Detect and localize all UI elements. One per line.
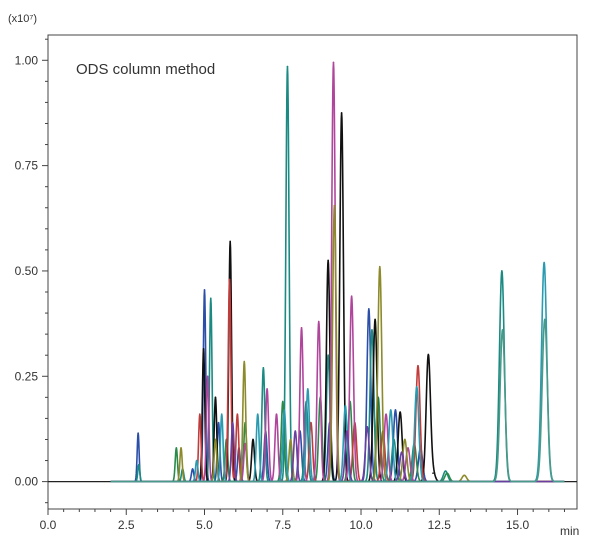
plot-frame: [47, 34, 578, 510]
peak-apex-point: [307, 388, 309, 390]
peak-apex-point: [394, 409, 397, 411]
peak-apex-point: [300, 327, 303, 329]
peak-apex-point: [217, 421, 220, 424]
peak-apex-point: [501, 329, 504, 331]
peak-apex-point: [137, 463, 140, 466]
peak-apex-point: [366, 426, 369, 428]
chromatogram-traces: [110, 61, 565, 483]
peak-apex-point: [229, 240, 231, 243]
peak-apex-point: [399, 411, 401, 413]
peak-apex-point: [199, 413, 201, 416]
peak-apex-point: [275, 413, 278, 416]
x-tick-label: 7.5: [274, 518, 291, 532]
peak-apex-point: [266, 388, 268, 390]
peak-apex-point: [220, 413, 223, 416]
peak-apex-point: [340, 112, 343, 114]
peak-apex-point: [252, 438, 254, 441]
x-axis-unit-label: min: [560, 524, 579, 538]
peak-apex-point: [427, 354, 430, 357]
peak-apex-point: [432, 472, 434, 474]
peak-apex-point: [417, 364, 419, 367]
peak-apex-point: [400, 451, 403, 453]
y-tick-label: 0.00: [15, 475, 39, 489]
peak-apex-point: [344, 404, 347, 407]
x-tick-label: 2.5: [118, 518, 135, 532]
peak-apex-point: [286, 65, 289, 68]
peak-apex-point: [543, 261, 545, 264]
y-tick-label: 1.00: [15, 53, 39, 67]
chromatogram-trace-7: [110, 204, 565, 483]
peak-apex-point: [209, 297, 212, 300]
peak-apex-point: [214, 396, 217, 399]
peak-apex-point: [378, 265, 381, 268]
peak-apex-point: [214, 438, 217, 441]
x-tick-label: 12.5: [428, 518, 452, 532]
peak-apex-point: [289, 438, 292, 441]
peak-apex-point: [463, 474, 466, 477]
peak-apex-point: [180, 447, 182, 449]
peak-apex-point: [543, 318, 546, 321]
peak-apex-point: [206, 375, 209, 378]
peak-apex-point: [137, 432, 139, 434]
peak-apex-point: [407, 447, 409, 449]
axis-ticks: 0.0 2.5 5.0 7.5 10.0 12.5 15.0 0.00 0.25 0.50 0.75…: [15, 38, 565, 532]
x-tick-label: 10.0: [349, 518, 373, 532]
peak-apex-point: [389, 409, 392, 411]
peak-apex-point: [415, 386, 418, 388]
peak-apex-point: [333, 204, 336, 207]
peak-apex-point: [191, 468, 194, 470]
peak-apex-point: [346, 430, 348, 432]
peak-apex-point: [404, 438, 406, 441]
peak-apex-point: [202, 348, 205, 350]
method-annotation: ODS column method: [76, 61, 215, 78]
peak-apex-point: [203, 289, 206, 291]
peak-apex-point: [446, 472, 448, 474]
x-tick-label: 5.0: [196, 518, 213, 532]
peak-apex-point: [317, 320, 320, 323]
peak-apex-point: [310, 421, 312, 424]
x-tick-label: 15.0: [506, 518, 530, 532]
peak-apex-point: [228, 278, 231, 281]
peak-apex-point: [332, 61, 335, 64]
peak-apex-point: [262, 367, 265, 369]
peak-apex-point: [327, 354, 329, 357]
peak-apex-point: [294, 430, 297, 432]
y-tick-label: 0.50: [15, 264, 39, 278]
peak-apex-point: [444, 470, 447, 472]
y-multiplier-label: (x10⁷): [8, 13, 37, 25]
y-tick-label: 0.25: [15, 369, 39, 383]
peak-apex-point: [368, 308, 370, 310]
peak-apex-point: [256, 413, 259, 416]
peak-apex-point: [281, 400, 284, 403]
chromatogram-trace-10: [110, 318, 565, 483]
peak-apex-point: [350, 295, 353, 298]
peak-apex-point: [243, 360, 246, 363]
peak-apex-point: [385, 413, 387, 416]
peak-apex-point: [175, 447, 178, 449]
peak-apex-point: [371, 329, 373, 331]
peak-apex-point: [327, 259, 329, 262]
x-tick-label: 0.0: [40, 518, 57, 532]
peak-apex-point: [283, 409, 286, 411]
peak-apex-point: [501, 270, 503, 272]
peak-apex-point: [374, 318, 376, 321]
peak-apex-point: [236, 413, 239, 416]
peak-apex-point: [195, 459, 198, 462]
peak-apex-point: [231, 421, 234, 424]
y-tick-label: 0.75: [15, 159, 39, 173]
